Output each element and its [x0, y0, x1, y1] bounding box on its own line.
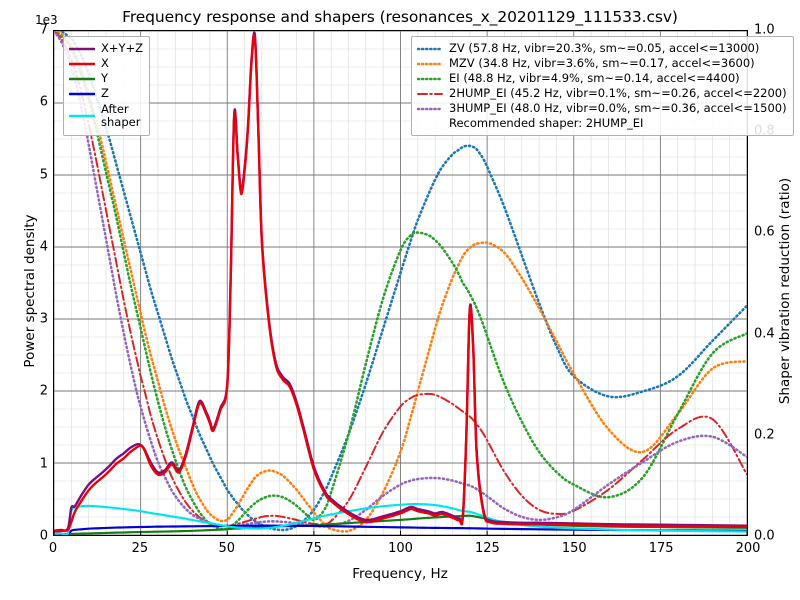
legend-item[interactable]: Y [69, 71, 143, 86]
legend-item[interactable]: 2HUMP_EI (45.2 Hz, vibr=0.1%, sm~=0.26, … [417, 86, 787, 101]
legend-item-label: MZV (34.8 Hz, vibr=3.6%, sm~=0.17, accel… [449, 55, 755, 70]
recommended-shaper-note: Recommended shaper: 2HUMP_EI [417, 116, 787, 131]
series-X [54, 34, 747, 533]
legend-item[interactable]: Z [69, 86, 143, 101]
y-tick-label: 5 [39, 167, 48, 183]
y-tick-right-label: 0.2 [754, 427, 775, 443]
legend-line-sample [69, 109, 95, 123]
legend-item-label: X+Y+Z [101, 40, 144, 55]
y-tick-label: 0 [39, 528, 48, 544]
legend-line-sample [417, 72, 443, 86]
x-tick-label: 25 [131, 541, 149, 556]
x-axis-label: Frequency, Hz [352, 566, 448, 582]
y-tick-right-label: 1.0 [754, 22, 775, 38]
chart-title: Frequency response and shapers (resonanc… [122, 8, 678, 26]
shaper-curves [54, 31, 747, 533]
legend-item-label: EI (48.8 Hz, vibr=4.9%, sm~=0.14, accel<… [449, 70, 740, 85]
plot-canvas [54, 31, 747, 535]
legend-item[interactable]: MZV (34.8 Hz, vibr=3.6%, sm~=0.17, accel… [417, 56, 787, 71]
y-tick-right-label: 0.4 [754, 326, 775, 342]
series-Z [54, 524, 747, 535]
y-tick-right-label: 0.6 [754, 224, 775, 240]
series-ZV [54, 31, 747, 532]
legend-item[interactable]: EI (48.8 Hz, vibr=4.9%, sm~=0.14, accel<… [417, 71, 787, 86]
legend-item[interactable]: 3HUMP_EI (48.0 Hz, vibr=0.0%, sm~=0.36, … [417, 101, 787, 116]
legend-item-label: ZV (57.8 Hz, vibr=20.3%, sm~=0.05, accel… [449, 40, 760, 55]
legend-item[interactable]: X+Y+Z [69, 41, 143, 56]
series-Y [54, 514, 747, 535]
x-tick-label: 75 [305, 541, 322, 556]
legend-item-label: Z [101, 85, 109, 100]
x-tick-label: 175 [648, 541, 674, 556]
legend-line-sample [417, 57, 443, 71]
legend-line-sample [417, 87, 443, 101]
x-tick-label: 150 [561, 541, 587, 556]
x-tick-label: 100 [388, 541, 413, 556]
recommended-shaper-label: Recommended shaper: 2HUMP_EI [449, 115, 644, 130]
y-tick-label: 1 [39, 456, 48, 472]
legend-line-sample [417, 42, 443, 56]
legend-item[interactable]: After shaper [69, 101, 143, 131]
y-axis-label: Power spectral density [22, 214, 38, 368]
legend-item-label: 2HUMP_EI (45.2 Hz, vibr=0.1%, sm~=0.26, … [449, 85, 787, 100]
y-tick-label: 2 [39, 383, 48, 399]
x-tick-label: 0 [48, 541, 58, 556]
series-3HUMP_EI [54, 31, 747, 528]
y-tick-label: 4 [39, 239, 48, 255]
x-tick-label: 50 [218, 541, 236, 556]
series-EI [54, 31, 747, 531]
psd-curves [54, 31, 747, 535]
legend-item-label: Y [101, 70, 109, 85]
legend-spacer [417, 117, 443, 131]
legend-item-label: 3HUMP_EI (48.0 Hz, vibr=0.0%, sm~=0.36, … [449, 100, 787, 115]
legend-item[interactable]: ZV (57.8 Hz, vibr=20.3%, sm~=0.05, accel… [417, 41, 787, 56]
legend-item[interactable]: X [69, 56, 143, 71]
legend-item-label: X [101, 55, 109, 70]
legend-item-label: After shaper [101, 102, 141, 129]
legend-line-sample [417, 102, 443, 116]
y-axis-right-label: Shaper vibration reduction (ratio) [777, 177, 793, 405]
series-After-shaper [54, 502, 747, 535]
y-tick-label: 6 [39, 94, 48, 110]
x-tick-label: 125 [474, 541, 500, 556]
y-tick-label: 7 [39, 22, 48, 38]
legend-line-sample [69, 57, 95, 71]
legend-line-sample [69, 72, 95, 86]
legend-line-sample [69, 87, 95, 101]
y-tick-label: 3 [39, 311, 48, 327]
legend-shapers: ZV (57.8 Hz, vibr=20.3%, sm~=0.05, accel… [411, 36, 794, 136]
tick-marks [54, 531, 747, 535]
y-axis-exponent: 1e3 [35, 13, 58, 27]
legend-line-sample [69, 42, 95, 56]
y-tick-right-label: 0.0 [754, 528, 775, 544]
legend-signals: X+Y+Z X Y Z After shaper [63, 36, 151, 136]
series-MZV [54, 31, 747, 533]
x-tick-label: 200 [735, 541, 761, 556]
